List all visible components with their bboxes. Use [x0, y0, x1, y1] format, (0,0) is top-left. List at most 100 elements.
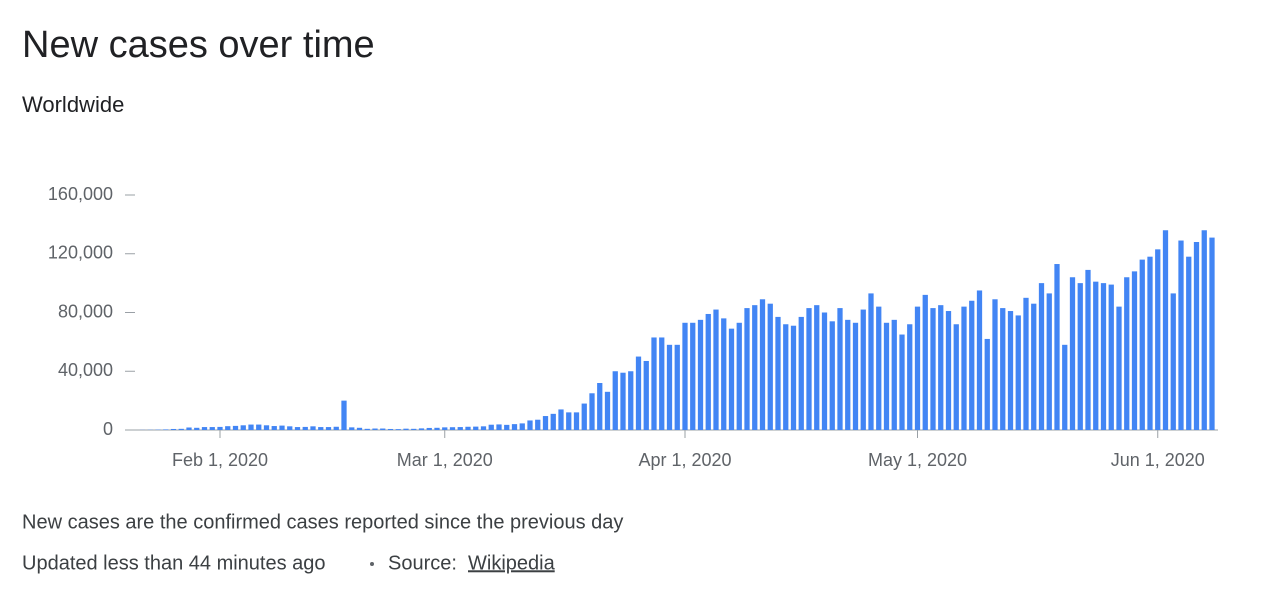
- bar: [341, 400, 347, 430]
- y-tick-label: 0: [103, 419, 113, 439]
- y-tick-label: 120,000: [48, 243, 113, 263]
- bar: [349, 427, 355, 430]
- bar: [868, 293, 874, 430]
- bar: [271, 426, 277, 430]
- bar: [612, 371, 618, 430]
- bar: [628, 371, 634, 430]
- bar: [930, 308, 936, 430]
- bar: [814, 305, 820, 430]
- bar: [325, 427, 332, 430]
- bar: [511, 424, 518, 430]
- bar: [294, 427, 301, 430]
- bar: [581, 403, 587, 430]
- bar: [1023, 297, 1029, 430]
- bar: [1178, 240, 1184, 430]
- bar: [333, 426, 339, 430]
- bar: [1015, 315, 1021, 430]
- bar: [186, 427, 192, 430]
- bar: [380, 428, 386, 430]
- bar: [527, 420, 533, 430]
- bar: [418, 428, 425, 430]
- bar: [845, 319, 851, 430]
- bar: [1108, 284, 1114, 430]
- bar: [1116, 306, 1122, 430]
- bar: [938, 305, 944, 430]
- bar: [790, 325, 797, 430]
- bar: [1131, 271, 1138, 430]
- bar: [465, 426, 471, 430]
- chart-title: New cases over time: [22, 24, 375, 66]
- bar: [209, 427, 215, 430]
- bar: [1155, 249, 1161, 430]
- bar: [488, 424, 494, 430]
- bar: [1209, 237, 1215, 430]
- bar: [240, 425, 246, 430]
- bar: [287, 426, 293, 430]
- bar: [705, 313, 711, 430]
- bar: [961, 306, 967, 430]
- bar: [1193, 242, 1200, 430]
- updated: Updated less than 44 minutes ago: [22, 552, 326, 574]
- bar: [364, 428, 370, 430]
- bar: [1139, 259, 1145, 430]
- note: New cases are the confirmed cases report…: [22, 511, 623, 533]
- bar: [674, 344, 680, 430]
- bar: [1162, 230, 1169, 430]
- bar: [666, 344, 673, 430]
- bar: [1147, 256, 1153, 430]
- bar: [163, 429, 169, 430]
- bar: [752, 305, 758, 430]
- source-link[interactable]: Wikipedia: [468, 552, 556, 574]
- bar: [1085, 269, 1091, 430]
- bar: [302, 426, 308, 430]
- bar: [976, 290, 983, 430]
- bar: [442, 427, 448, 430]
- bar: [597, 383, 603, 430]
- bar: [697, 319, 704, 430]
- bar: [783, 324, 789, 430]
- bar: [721, 318, 727, 430]
- bar: [876, 306, 882, 430]
- bar: [821, 312, 828, 430]
- bar: [178, 428, 184, 430]
- bar: [356, 427, 363, 430]
- y-tick-label: 80,000: [58, 301, 113, 321]
- bar: [457, 427, 463, 430]
- bar: [728, 328, 735, 430]
- bar: [535, 419, 541, 430]
- bar: [372, 428, 378, 430]
- bar: [395, 429, 401, 430]
- bar: [480, 426, 487, 430]
- bar: [256, 424, 262, 430]
- bar: [829, 321, 835, 430]
- bar: [891, 319, 897, 430]
- bar: [945, 311, 952, 430]
- bar: [449, 427, 456, 430]
- bar: [984, 338, 990, 430]
- bar: [1062, 344, 1068, 430]
- bar: [1093, 281, 1099, 430]
- x-tick-label: Feb 1, 2020: [172, 450, 268, 470]
- bar: [403, 428, 409, 430]
- bar: [1007, 311, 1014, 430]
- bar: [659, 337, 665, 430]
- bar: [643, 360, 649, 430]
- bar: [899, 334, 905, 430]
- bar: [279, 425, 285, 430]
- bar: [232, 425, 239, 430]
- bar: [767, 303, 773, 430]
- bar: [473, 426, 479, 430]
- x-tick-label: Jun 1, 2020: [1111, 450, 1205, 470]
- bar: [225, 426, 231, 430]
- bar: [860, 309, 866, 430]
- bar: [426, 427, 432, 430]
- bar: [651, 337, 657, 430]
- bar: [682, 322, 688, 430]
- bar: [573, 412, 580, 430]
- bar: [318, 427, 324, 430]
- bar: [1170, 293, 1176, 430]
- bar: [1077, 283, 1083, 430]
- bar: [217, 426, 223, 430]
- chart-subtitle: Worldwide: [22, 92, 124, 117]
